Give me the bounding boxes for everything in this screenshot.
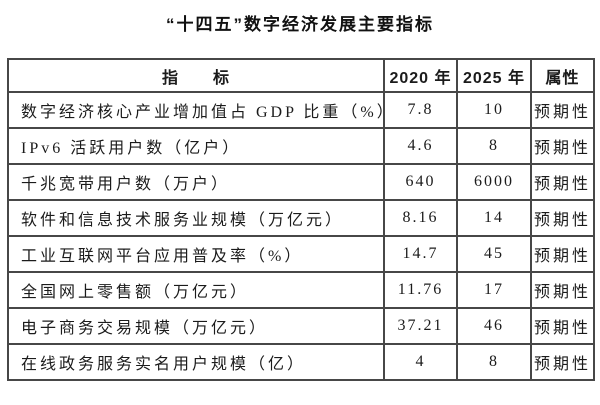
value-2025-cell: 17 [456, 271, 532, 309]
value-2025-cell: 45 [456, 235, 532, 273]
value-2025-cell: 46 [456, 307, 532, 345]
indicator-cell: 全国网上零售额（万亿元） [7, 271, 385, 309]
attribute-cell: 预期性 [530, 343, 595, 381]
value-2025-cell: 6000 [456, 163, 532, 201]
value-2020-cell: 640 [383, 163, 458, 201]
header-2020: 2020 年 [383, 58, 458, 93]
value-2020-cell: 14.7 [383, 235, 458, 273]
value-2025-cell: 8 [456, 343, 532, 381]
attribute-cell: 预期性 [530, 127, 595, 165]
indicator-cell: IPv6 活跃用户数（亿户） [7, 127, 385, 165]
indicator-cell: 数字经济核心产业增加值占 GDP 比重（%） [7, 91, 385, 129]
table-row: 千兆宽带用户数（万户） 640 6000 预期性 [7, 163, 595, 201]
table-row: 全国网上零售额（万亿元） 11.76 17 预期性 [7, 271, 595, 309]
attribute-cell: 预期性 [530, 307, 595, 345]
table-row: 电子商务交易规模（万亿元） 37.21 46 预期性 [7, 307, 595, 345]
value-2020-cell: 8.16 [383, 199, 458, 237]
header-attribute: 属性 [530, 58, 595, 93]
indicator-cell: 电子商务交易规模（万亿元） [7, 307, 385, 345]
attribute-cell: 预期性 [530, 199, 595, 237]
attribute-cell: 预期性 [530, 271, 595, 309]
table-row: IPv6 活跃用户数（亿户） 4.6 8 预期性 [7, 127, 595, 165]
table-row: 工业互联网平台应用普及率（%） 14.7 45 预期性 [7, 235, 595, 273]
header-2025: 2025 年 [456, 58, 532, 93]
value-2020-cell: 4 [383, 343, 458, 381]
indicator-cell: 千兆宽带用户数（万户） [7, 163, 385, 201]
value-2020-cell: 4.6 [383, 127, 458, 165]
attribute-cell: 预期性 [530, 163, 595, 201]
table-row: 软件和信息技术服务业规模（万亿元） 8.16 14 预期性 [7, 199, 595, 237]
attribute-cell: 预期性 [530, 235, 595, 273]
header-indicator: 指 标 [7, 58, 385, 93]
indicator-cell: 在线政务服务实名用户规模（亿） [7, 343, 385, 381]
value-2025-cell: 14 [456, 199, 532, 237]
indicator-cell: 软件和信息技术服务业规模（万亿元） [7, 199, 385, 237]
table-row: 在线政务服务实名用户规模（亿） 4 8 预期性 [7, 343, 595, 381]
indicator-cell: 工业互联网平台应用普及率（%） [7, 235, 385, 273]
value-2020-cell: 7.8 [383, 91, 458, 129]
value-2025-cell: 10 [456, 91, 532, 129]
table-header-row: 指 标 2020 年 2025 年 属性 [7, 58, 595, 93]
value-2025-cell: 8 [456, 127, 532, 165]
table-row: 数字经济核心产业增加值占 GDP 比重（%） 7.8 10 预期性 [7, 91, 595, 129]
value-2020-cell: 11.76 [383, 271, 458, 309]
indicator-table: 指 标 2020 年 2025 年 属性 数字经济核心产业增加值占 GDP 比重… [7, 58, 595, 381]
value-2020-cell: 37.21 [383, 307, 458, 345]
page-title: “十四五”数字经济发展主要指标 [166, 15, 434, 34]
attribute-cell: 预期性 [530, 91, 595, 129]
